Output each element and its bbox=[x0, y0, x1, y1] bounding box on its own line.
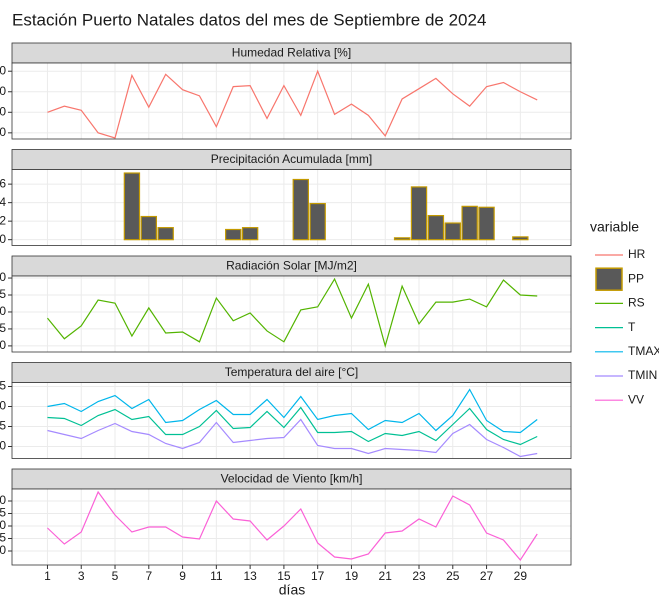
x-tick-label: 17 bbox=[311, 569, 325, 583]
facet-title: Precipitación Acumulada [mm] bbox=[211, 152, 372, 166]
x-tick-label: 29 bbox=[514, 569, 528, 583]
bar bbox=[309, 202, 326, 241]
y-tick-label: 4 bbox=[0, 195, 6, 209]
panel-border bbox=[11, 62, 572, 140]
legend-label: TMIN bbox=[628, 368, 657, 382]
y-tick-label: 80 bbox=[0, 84, 6, 98]
x-tick-label: 3 bbox=[78, 569, 85, 583]
legend-key bbox=[595, 267, 623, 291]
bar bbox=[225, 228, 242, 241]
y-tick-label: 0 bbox=[0, 232, 6, 246]
y-tick-label: 20 bbox=[0, 518, 6, 532]
x-tick-label: 9 bbox=[179, 569, 186, 583]
x-tick-label: 7 bbox=[145, 569, 152, 583]
legend-label: TMAX bbox=[628, 344, 659, 358]
line-series bbox=[47, 388, 538, 434]
panel-border bbox=[11, 488, 572, 566]
bar bbox=[427, 214, 445, 241]
facet-title: Humedad Relativa [%] bbox=[232, 46, 351, 60]
bar bbox=[123, 172, 141, 241]
bar bbox=[512, 236, 529, 241]
panel-background bbox=[12, 276, 571, 352]
legend-label: PP bbox=[628, 271, 644, 285]
y-tick-label: 10 bbox=[0, 304, 6, 318]
x-tick-label: 5 bbox=[112, 569, 119, 583]
facet-title: Temperatura del aire [°C] bbox=[225, 365, 359, 379]
line-series bbox=[47, 69, 538, 139]
legend-title: variable bbox=[590, 219, 639, 235]
x-tick-label: 23 bbox=[412, 569, 426, 583]
line-series bbox=[47, 406, 538, 446]
x-tick-label: 21 bbox=[379, 569, 393, 583]
panel-background bbox=[12, 63, 571, 139]
line-series bbox=[47, 490, 538, 562]
bar bbox=[241, 227, 259, 241]
panel-background bbox=[12, 489, 571, 565]
facet-title: Velocidad de Viento [km/h] bbox=[221, 472, 363, 486]
x-tick-label: 27 bbox=[480, 569, 494, 583]
x-tick-label: 25 bbox=[446, 569, 460, 583]
panel-background bbox=[12, 382, 571, 459]
y-tick-label: 100 bbox=[0, 63, 6, 77]
y-tick-label: 15 bbox=[0, 379, 6, 393]
y-tick-label: 2 bbox=[0, 213, 6, 227]
bar bbox=[478, 206, 495, 241]
facet-title: Radiación Solar [MJ/m2] bbox=[226, 259, 357, 273]
y-tick-label: 10 bbox=[0, 543, 6, 557]
line-series bbox=[47, 277, 538, 349]
y-tick-label: 60 bbox=[0, 104, 6, 118]
bar bbox=[410, 186, 428, 241]
y-tick-label: 25 bbox=[0, 506, 6, 520]
x-tick-label: 13 bbox=[243, 569, 257, 583]
bar bbox=[292, 178, 309, 241]
bar bbox=[393, 237, 411, 241]
y-tick-label: 40 bbox=[0, 125, 6, 139]
y-tick-label: 5 bbox=[0, 419, 6, 433]
y-tick-label: 5 bbox=[0, 321, 6, 335]
legend-label: HR bbox=[628, 247, 646, 261]
panel-border bbox=[11, 169, 572, 246]
legend-label: T bbox=[628, 320, 636, 334]
legend-label: RS bbox=[628, 296, 645, 310]
y-tick-label: 6 bbox=[0, 176, 6, 190]
bar bbox=[461, 205, 478, 241]
line-series bbox=[47, 418, 538, 458]
legend-label: VV bbox=[628, 392, 644, 406]
y-tick-label: 15 bbox=[0, 531, 6, 545]
y-tick-label: 30 bbox=[0, 493, 6, 507]
chart-title: Estación Puerto Natales datos del mes de… bbox=[12, 10, 486, 29]
y-tick-label: 0 bbox=[0, 338, 6, 352]
y-tick-label: 20 bbox=[0, 270, 6, 284]
y-tick-label: 10 bbox=[0, 399, 6, 413]
bar bbox=[444, 222, 461, 241]
panel-border bbox=[11, 275, 572, 353]
x-tick-label: 15 bbox=[277, 569, 291, 583]
bar bbox=[157, 227, 174, 241]
x-tick-label: 19 bbox=[345, 569, 359, 583]
x-tick-label: 11 bbox=[210, 569, 223, 583]
y-tick-label: 0 bbox=[0, 439, 6, 453]
panel-border bbox=[11, 382, 572, 459]
x-axis-label: días bbox=[279, 582, 305, 598]
bar bbox=[140, 215, 157, 241]
x-tick-label: 1 bbox=[44, 569, 51, 583]
y-tick-label: 15 bbox=[0, 287, 6, 301]
